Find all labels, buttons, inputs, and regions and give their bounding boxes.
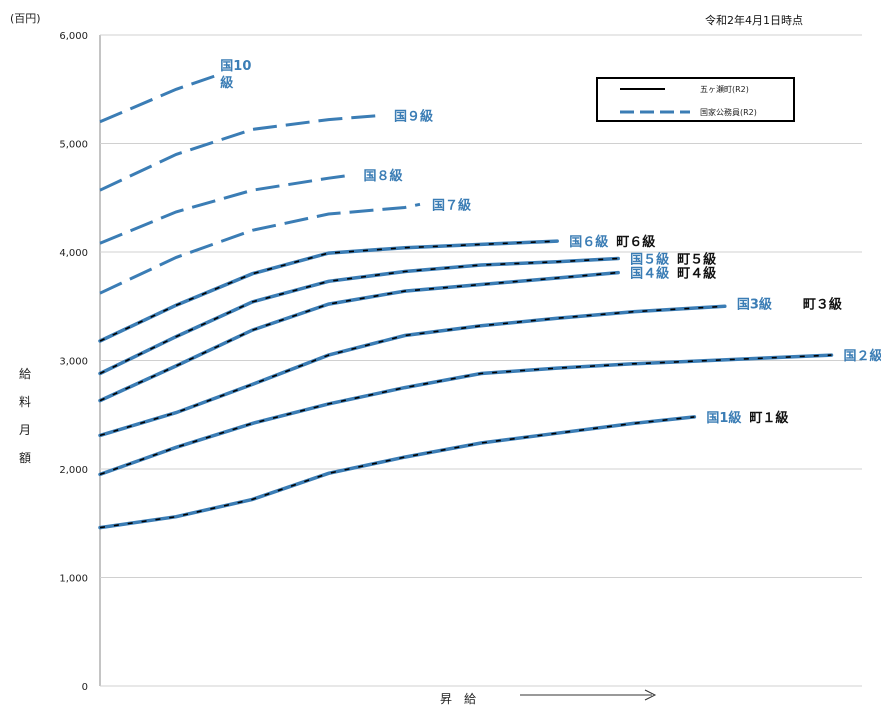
series-8-national-label: 国８級 bbox=[363, 168, 402, 184]
y-tick-label-1: 1,000 bbox=[59, 574, 88, 585]
series-5-town-label: 町５級 bbox=[677, 252, 716, 268]
y-tick-label-6: 6,000 bbox=[59, 31, 88, 42]
y-axis-label-char: 月 bbox=[19, 423, 31, 437]
y-axis-label-char: 額 bbox=[19, 451, 31, 465]
y-tick-label-0: 0 bbox=[82, 682, 88, 693]
series-3-town-line bbox=[99, 305, 725, 437]
series-10 bbox=[99, 74, 215, 124]
series-3-national-line bbox=[98, 304, 727, 438]
series-9 bbox=[99, 113, 383, 192]
y-axis-label-char: 給 bbox=[19, 367, 31, 381]
y-axis-label-char: 料 bbox=[19, 395, 31, 409]
y-tick-label-2: 2,000 bbox=[59, 465, 88, 476]
y-tick-label-3: 3,000 bbox=[59, 357, 88, 368]
x-axis-label: 昇 給 bbox=[440, 692, 476, 706]
series-5 bbox=[98, 256, 620, 376]
series-7-national-line bbox=[99, 202, 421, 295]
series-5-national-label: 国５級 bbox=[630, 252, 669, 268]
series-6-town-line bbox=[99, 240, 558, 342]
date-note: 令和2年4月1日時点 bbox=[705, 13, 803, 27]
series-9-national-line bbox=[99, 113, 383, 192]
series-4-town-label: 町４級 bbox=[677, 266, 716, 282]
series-4-national-label: 国４級 bbox=[630, 266, 669, 282]
series-3 bbox=[98, 304, 727, 438]
series-1-national-line bbox=[98, 415, 697, 530]
series-2-national-line bbox=[98, 353, 834, 477]
y-tick-label-5: 5,000 bbox=[59, 140, 88, 151]
series-1-town-line bbox=[99, 416, 695, 529]
series-layer bbox=[98, 74, 834, 530]
legend-entry-national: 国家公務員(R2) bbox=[700, 107, 757, 117]
series-10-national-line bbox=[99, 74, 215, 124]
series-7 bbox=[99, 202, 421, 295]
y-tick-label-4: 4,000 bbox=[59, 248, 88, 259]
series-2-national-label: 国２級 bbox=[844, 348, 881, 364]
series-3-national-label: 国3級 bbox=[737, 296, 772, 312]
legend-box bbox=[596, 77, 795, 122]
series-8-national-line bbox=[99, 173, 352, 245]
series-1-national-label: 国1級 bbox=[706, 410, 741, 426]
series-4 bbox=[98, 270, 620, 403]
series-1 bbox=[98, 415, 697, 530]
legend: 五ヶ瀬町(R2) 国家公務員(R2) bbox=[596, 77, 795, 122]
label-layer: 国1級町１級国２級町２級国3級町３級国４級町４級国５級町５級国６級町６級国７級国… bbox=[220, 59, 881, 426]
series-6-town-label: 町６級 bbox=[616, 234, 655, 250]
grid-layer: 0 1,000 2,000 3,000 4,000 5,000 6,000 bbox=[59, 31, 862, 693]
series-5-town-line bbox=[99, 257, 619, 375]
series-10-national-label: 国10 bbox=[220, 59, 251, 74]
series-2 bbox=[98, 353, 834, 477]
series-4-town-line bbox=[99, 271, 619, 402]
series-6 bbox=[98, 239, 559, 343]
series-3-town-label: 町３級 bbox=[803, 296, 842, 312]
series-8 bbox=[99, 173, 352, 245]
unit-label: (百円) bbox=[10, 12, 41, 25]
series-10-national-label-line2: 級 bbox=[220, 75, 233, 91]
series-1-town-label: 町１級 bbox=[749, 410, 788, 426]
legend-entry-town: 五ヶ瀬町(R2) bbox=[700, 84, 749, 94]
x-axis-arrow bbox=[520, 689, 657, 701]
series-5-national-line bbox=[98, 256, 620, 376]
series-7-national-label: 国７級 bbox=[432, 197, 471, 213]
series-9-national-label: 国９級 bbox=[394, 108, 433, 124]
series-6-national-label: 国６級 bbox=[569, 234, 608, 250]
